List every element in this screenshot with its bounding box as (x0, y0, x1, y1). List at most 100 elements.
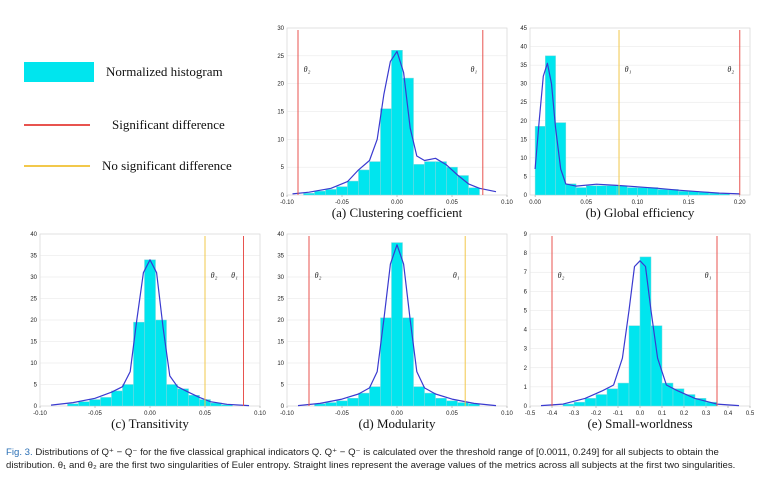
histogram-bar (606, 388, 619, 407)
x-tick-label: 0.05 (446, 411, 458, 417)
histogram-swatch (24, 62, 94, 82)
histogram-bar (534, 126, 546, 196)
histogram-bar (166, 384, 178, 407)
histogram-bar (358, 392, 370, 407)
histogram-bar (573, 401, 586, 407)
x-tick-label: -0.05 (335, 411, 349, 417)
y-tick-label: 5 (281, 383, 285, 389)
density-curve (534, 62, 740, 195)
histogram-bar (446, 400, 458, 407)
histogram-bar (616, 185, 628, 196)
histogram-bar (555, 122, 567, 196)
legend-label-histogram: Normalized histogram (106, 64, 223, 79)
x-tick-label: -0.4 (547, 411, 558, 417)
chart-transitivity: 0 5 10 15 20 25 30 35 40 -0.10 -0.05 0.00 0.05 0.10 θ₂… (30, 232, 266, 431)
y-tick-label: 40 (277, 232, 284, 238)
figure-caption: Fig. 3. Distributions of Q⁺ − Q⁻ for the… (6, 447, 766, 472)
y-tick-label: 40 (520, 45, 527, 51)
y-tick-label: 0 (34, 404, 38, 410)
y-tick-label: 5 (281, 165, 285, 171)
x-tick-label: 0.4 (724, 411, 733, 417)
x-tick-label: 0.00 (144, 411, 156, 417)
y-tick-label: 0 (281, 193, 285, 199)
x-tick-label: 0.5 (746, 411, 755, 417)
histogram-bar (413, 386, 425, 407)
y-tick-label: 20 (277, 82, 284, 88)
y-tick-label: 15 (520, 137, 527, 143)
y-tick-label: 40 (30, 232, 37, 238)
chart-clustering-coefficient: 0 5 10 15 20 25 30 -0.10 -0.05 0.00 0.05 0.10 θ₂ θ₁ (a… (277, 26, 513, 220)
x-tick-label: 0.10 (501, 200, 513, 206)
histogram-bar (303, 193, 315, 196)
y-tick-label: 4 (524, 328, 528, 334)
histogram-bar (719, 193, 730, 196)
y-tick-label: 45 (520, 26, 527, 32)
y-tick-label: 20 (520, 119, 527, 125)
x-tick-label: -0.10 (280, 411, 294, 417)
x-tick-label: 0.10 (254, 411, 266, 417)
histogram-bar (336, 400, 348, 407)
histogram-bar (584, 398, 597, 407)
histogram-bar (155, 319, 167, 407)
histogram-bar (325, 402, 337, 407)
y-tick-label: 10 (520, 156, 527, 162)
legend-item-nosig: No significant difference (24, 158, 232, 174)
x-tick-label: 0.05 (199, 411, 211, 417)
density-curve (292, 50, 497, 195)
caption-lead: Fig. 3. (6, 447, 33, 458)
legend-label-nosig: No significant difference (102, 158, 232, 173)
theta-label: θ₁ (231, 271, 238, 280)
x-tick-label: 0.10 (501, 411, 513, 417)
y-tick-label: 10 (277, 361, 284, 367)
y-tick-label: 35 (520, 63, 527, 69)
histogram-bar (325, 189, 337, 196)
histogram-bar (314, 190, 326, 196)
theta-label: θ₂ (727, 65, 734, 74)
y-tick-label: 5 (34, 383, 38, 389)
theta-label: θ₁ (625, 65, 632, 74)
x-tick-label: -0.2 (591, 411, 602, 417)
histogram-bar (402, 77, 414, 196)
panel-title: (d) Modularity (359, 416, 436, 431)
x-tick-label: 0.05 (580, 200, 592, 206)
y-tick-label: 15 (277, 110, 284, 116)
y-tick-label: 6 (524, 289, 528, 295)
histogram-bar (369, 386, 381, 407)
x-tick-label: 0.20 (734, 200, 746, 206)
histogram-bar (358, 169, 370, 196)
theta-label: θ₂ (558, 271, 565, 280)
histogram-bar (639, 256, 652, 407)
histogram-bar (402, 317, 414, 407)
x-tick-label: -0.10 (280, 200, 294, 206)
histogram-bar (122, 384, 134, 407)
y-tick-label: 0 (524, 193, 528, 199)
histogram-bar (413, 164, 425, 196)
histogram-bar (380, 108, 392, 196)
histogram-bar (661, 382, 674, 407)
histogram-bar (595, 394, 608, 407)
density-curve (50, 259, 250, 407)
histogram-bar (586, 185, 597, 196)
histogram-bar (435, 161, 447, 196)
caption-text: Distributions of Q⁺ − Q⁻ for the five cl… (6, 447, 736, 471)
x-tick-label: 0.2 (680, 411, 689, 417)
x-tick-label: -0.5 (525, 411, 536, 417)
y-tick-label: 15 (30, 340, 37, 346)
chart-legend: Normalized histogram Significant differe… (0, 0, 260, 200)
x-tick-label: -0.05 (335, 200, 349, 206)
y-tick-label: 3 (524, 347, 528, 353)
chart-modularity: 0 5 10 15 20 25 30 35 40 -0.10 -0.05 0.00 0.05 0.10 θ₂… (277, 232, 513, 431)
histogram-bar (606, 185, 618, 196)
y-tick-label: 9 (524, 232, 528, 238)
legend-item-significant: Significant difference (24, 117, 225, 133)
histogram-bar (562, 403, 575, 407)
x-tick-label: 0.15 (683, 200, 695, 206)
y-tick-label: 30 (520, 82, 527, 88)
y-tick-label: 15 (277, 340, 284, 346)
panel-title: (b) Global efficiency (586, 205, 695, 220)
y-tick-label: 25 (520, 100, 527, 106)
y-tick-label: 35 (30, 254, 37, 260)
histogram-bar (457, 402, 469, 407)
y-tick-label: 25 (277, 54, 284, 60)
y-tick-label: 10 (30, 361, 37, 367)
